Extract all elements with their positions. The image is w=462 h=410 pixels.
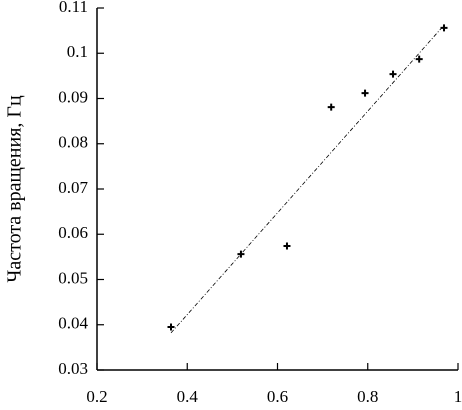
y-tick-label: 0.09 — [58, 87, 88, 106]
point — [361, 89, 369, 97]
y-axis-label: Частота вращения, Гц — [4, 95, 26, 283]
x-tick-label: 0.2 — [86, 387, 107, 406]
point — [283, 242, 291, 250]
y-tick-label: 0.1 — [67, 42, 88, 61]
x-tick-label: 0.6 — [267, 387, 288, 406]
point — [440, 24, 448, 32]
x-tick-label: 1 — [454, 387, 462, 406]
y-tick-label: 0.05 — [58, 268, 88, 287]
y-tick-label: 0.11 — [59, 0, 88, 16]
y-tick-label: 0.04 — [58, 314, 88, 333]
point — [167, 323, 175, 331]
point — [415, 55, 423, 63]
fit-line — [170, 24, 445, 334]
y-tick-label: 0.06 — [58, 223, 88, 242]
point — [389, 70, 397, 78]
x-tick-label: 0.8 — [357, 387, 378, 406]
y-tick-label: 0.08 — [58, 133, 88, 152]
point — [327, 103, 335, 111]
y-tick-label: 0.07 — [58, 178, 88, 197]
point — [237, 250, 245, 258]
y-tick-label: 0.03 — [58, 359, 88, 378]
x-tick-label: 0.4 — [177, 387, 199, 406]
